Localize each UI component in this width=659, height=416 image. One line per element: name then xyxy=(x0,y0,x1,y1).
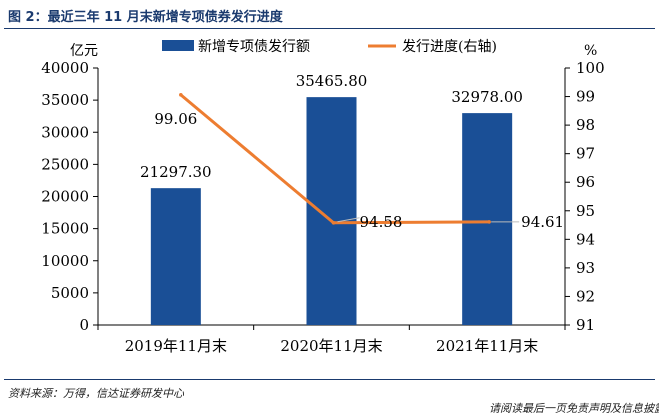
y-left-tick-label: 35000 xyxy=(41,91,89,109)
bar xyxy=(150,188,201,325)
y-right-tick-label: 91 xyxy=(576,316,595,334)
source-rule xyxy=(4,379,655,380)
y-left-tick-label: 30000 xyxy=(41,123,89,141)
y-right-unit: % xyxy=(584,43,597,59)
line-value-label: 94.58 xyxy=(360,213,403,231)
y-right-tick-label: 100 xyxy=(576,59,605,77)
legend-label-bar: 新增专项债发行额 xyxy=(198,39,310,55)
line-value-label: 94.61 xyxy=(521,213,564,231)
bars xyxy=(150,97,513,325)
y-left-tick-label: 20000 xyxy=(41,188,89,206)
y-right-tick-label: 94 xyxy=(576,230,595,248)
y-left-tick-label: 10000 xyxy=(41,252,89,270)
y-right-tick-label: 92 xyxy=(576,287,595,305)
line-point xyxy=(331,220,336,225)
bar-value-label: 21297.30 xyxy=(140,163,212,181)
bar xyxy=(462,113,513,325)
y-right-tick-label: 97 xyxy=(576,145,595,163)
bar xyxy=(306,97,357,325)
line-point xyxy=(487,220,491,224)
y-right-tick-label: 99 xyxy=(576,88,595,106)
line-series xyxy=(179,93,491,225)
y-left-tick-label: 25000 xyxy=(41,155,89,173)
legend-swatch-bar xyxy=(162,40,194,51)
bar-value-label: 35465.80 xyxy=(296,72,368,90)
chart: 新增专项债发行额 发行进度(右轴) 亿元 % 0 5000 10000 15000 20… xyxy=(41,39,605,355)
y-left-tick-label: 5000 xyxy=(51,284,89,302)
title-rule xyxy=(4,28,655,29)
bar-value-label: 32978.00 xyxy=(451,88,523,106)
y-left-unit: 亿元 xyxy=(70,43,98,59)
line-point xyxy=(179,93,183,97)
y-left-tick-label: 40000 xyxy=(41,59,89,77)
x-tick-label: 2021年11月末 xyxy=(436,337,538,355)
x-tick-label: 2019年11月末 xyxy=(125,337,227,355)
source-note: 资料来源：万得，信达证券研发中心 xyxy=(8,387,184,400)
line-value-label: 99.06 xyxy=(154,110,197,128)
y-left-tick-label: 0 xyxy=(79,316,89,334)
legend: 新增专项债发行额 发行进度(右轴) xyxy=(162,39,497,55)
legend-label-line: 发行进度(右轴) xyxy=(402,39,497,55)
data-labels: 21297.30 35465.80 32978.00 99.06 94.58 94.61 xyxy=(140,72,564,231)
leader-line xyxy=(337,217,360,223)
disclaimer-note: 请阅读最后一页免责声明及信息披露 xyxy=(489,402,659,415)
y-right-tick-label: 98 xyxy=(576,116,595,134)
figure-title: 图 2：最近三年 11 月末新增专项债券发行进度 xyxy=(8,10,283,25)
y-right-tick-label: 93 xyxy=(576,259,595,277)
x-tick-label: 2020年11月末 xyxy=(280,337,382,355)
y-left-tick-label: 15000 xyxy=(41,220,89,238)
y-right-tick-label: 95 xyxy=(576,202,595,220)
y-right-tick-label: 96 xyxy=(576,173,595,191)
